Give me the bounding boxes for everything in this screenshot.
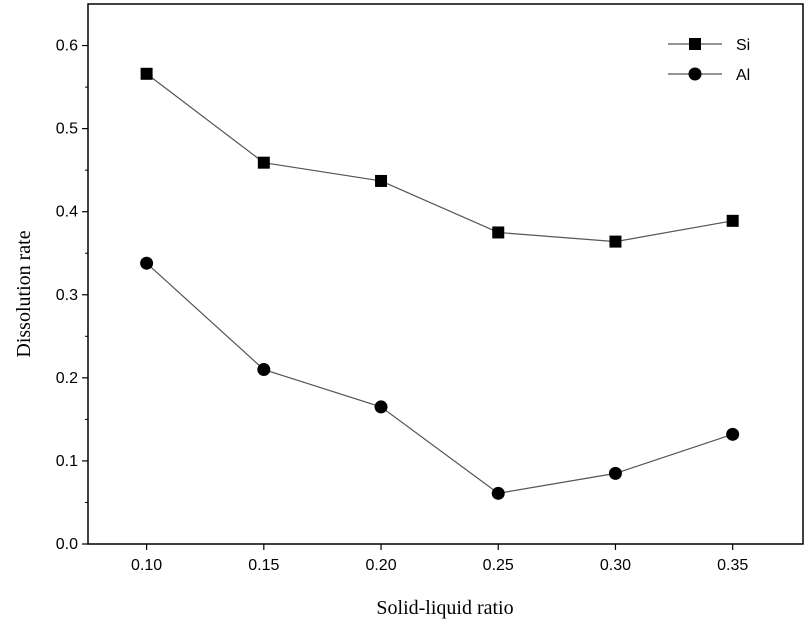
data-point-si (726, 214, 739, 227)
series-line-al (146, 262, 733, 494)
y-axis-title: Dissolution rate (13, 230, 35, 357)
legend-marker-al (688, 67, 702, 81)
legend-marker-si (689, 38, 701, 50)
data-point-al (374, 400, 388, 414)
y-tick-label: 0.1 (56, 453, 78, 470)
x-axis-ticks: 0.10 0.15 0.20 0.25 0.30 0.35 (131, 544, 748, 574)
x-tick-label: 0.35 (717, 557, 748, 574)
legend: Si Al (668, 37, 750, 84)
plot-frame (87, 3, 804, 545)
data-point-al (726, 427, 740, 441)
series-layer (140, 67, 740, 500)
legend-label-al: Al (736, 67, 750, 84)
data-point-al (140, 256, 154, 270)
series-line-si (146, 73, 733, 243)
x-tick-label: 0.10 (131, 557, 162, 574)
x-tick-label: 0.25 (483, 557, 514, 574)
data-point-al (491, 486, 505, 500)
x-tick-label: 0.30 (600, 557, 631, 574)
y-tick-label: 0.2 (56, 370, 78, 387)
y-tick-label: 0.5 (56, 121, 78, 138)
x-tick-label: 0.20 (365, 557, 396, 574)
y-tick-label: 0.3 (56, 287, 78, 304)
data-point-si (609, 235, 622, 248)
x-axis-title: Solid-liquid ratio (376, 597, 513, 619)
x-tick-label: 0.15 (248, 557, 279, 574)
legend-label-si: Si (736, 37, 750, 54)
y-tick-label: 0.4 (56, 204, 78, 221)
data-point-al (608, 466, 622, 480)
data-point-si (257, 156, 270, 169)
data-point-al (257, 363, 271, 377)
data-point-si (375, 174, 388, 187)
y-tick-label: 0.6 (56, 38, 78, 55)
data-point-si (140, 67, 153, 80)
data-point-si (492, 226, 505, 239)
y-tick-label: 0.0 (56, 536, 78, 553)
y-axis-ticks: 0.0 0.1 0.2 0.3 0.4 0.5 0.6 (56, 38, 88, 553)
